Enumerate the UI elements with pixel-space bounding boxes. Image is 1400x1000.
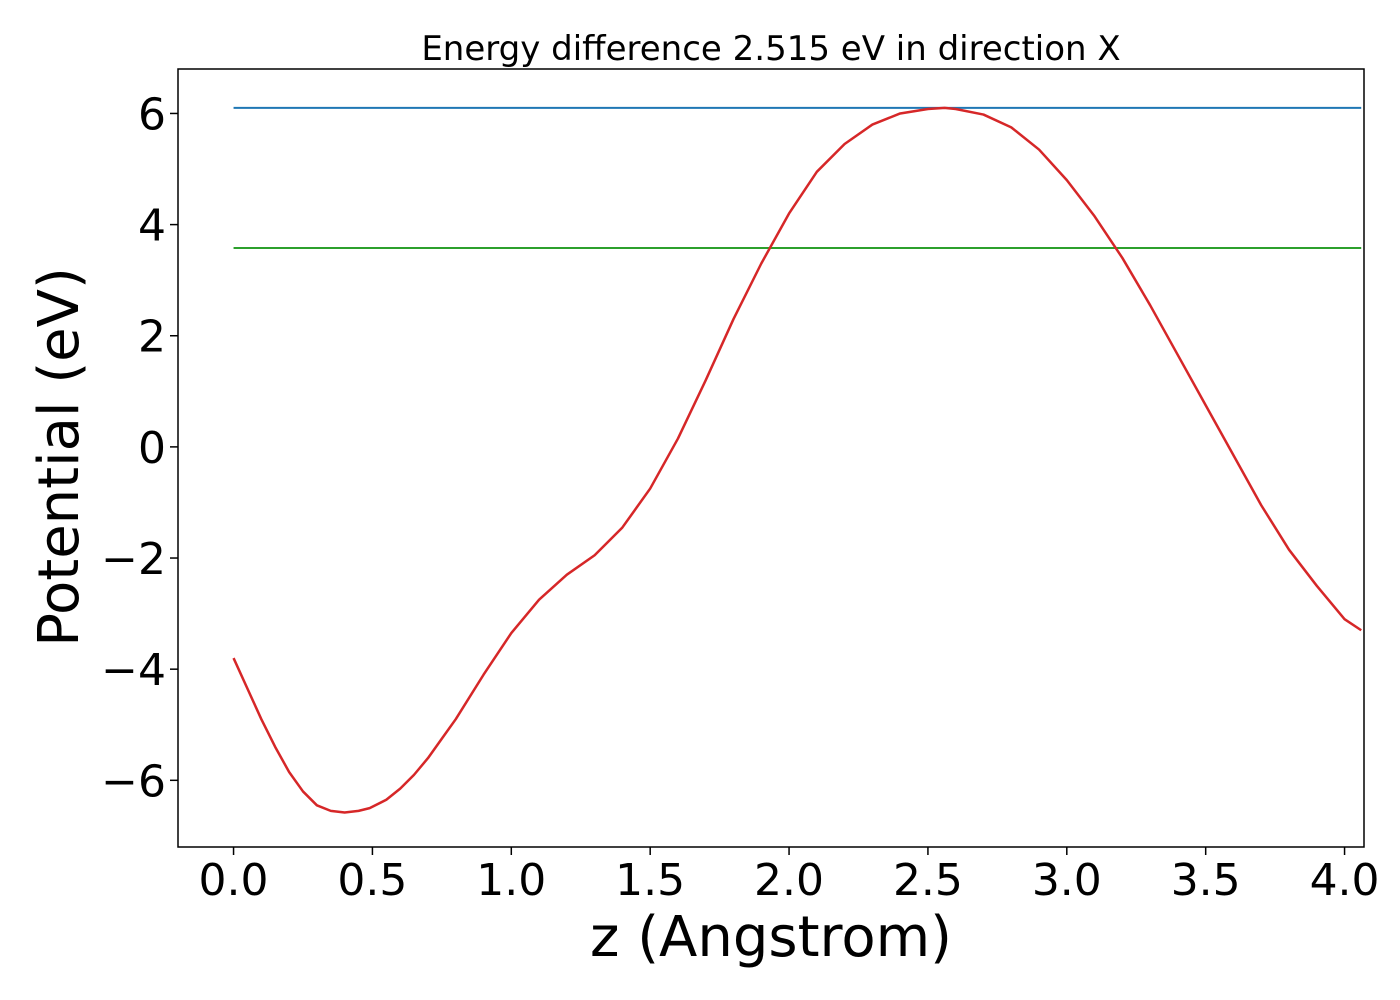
y-tick-label: 6 bbox=[138, 89, 166, 140]
series-line-red bbox=[232, 106, 1362, 814]
plot-area bbox=[232, 106, 1362, 814]
y-tick-label: 2 bbox=[138, 312, 166, 363]
x-axis-ticks: 0.0 0.5 1.0 1.5 2.0 2.5 3.0 3.5 4.0 bbox=[199, 847, 1380, 906]
x-tick-label: 1.5 bbox=[615, 855, 685, 906]
x-tick-label: 2.5 bbox=[893, 855, 963, 906]
x-tick-label: 0.5 bbox=[337, 855, 407, 906]
y-tick-label: −4 bbox=[101, 645, 166, 696]
y-tick-label: 0 bbox=[138, 423, 166, 474]
y-axis-ticks: −6 −4 −2 0 2 4 6 bbox=[101, 89, 178, 807]
x-tick-label: 2.0 bbox=[754, 855, 824, 906]
y-tick-label: −2 bbox=[101, 534, 166, 585]
x-tick-label: 0.0 bbox=[199, 855, 269, 906]
x-tick-label: 4.0 bbox=[1310, 855, 1380, 906]
y-tick-label: −6 bbox=[101, 756, 166, 807]
y-axis-label: Potential (eV) bbox=[27, 267, 92, 647]
x-tick-label: 3.0 bbox=[1032, 855, 1102, 906]
axes-frame bbox=[177, 68, 1365, 848]
chart-title: Energy difference 2.515 eV in direction … bbox=[421, 29, 1120, 69]
x-axis-label: z (Angstrom) bbox=[590, 905, 952, 970]
x-tick-label: 1.0 bbox=[476, 855, 546, 906]
y-tick-label: 4 bbox=[138, 201, 166, 252]
x-tick-label: 3.5 bbox=[1171, 855, 1241, 906]
